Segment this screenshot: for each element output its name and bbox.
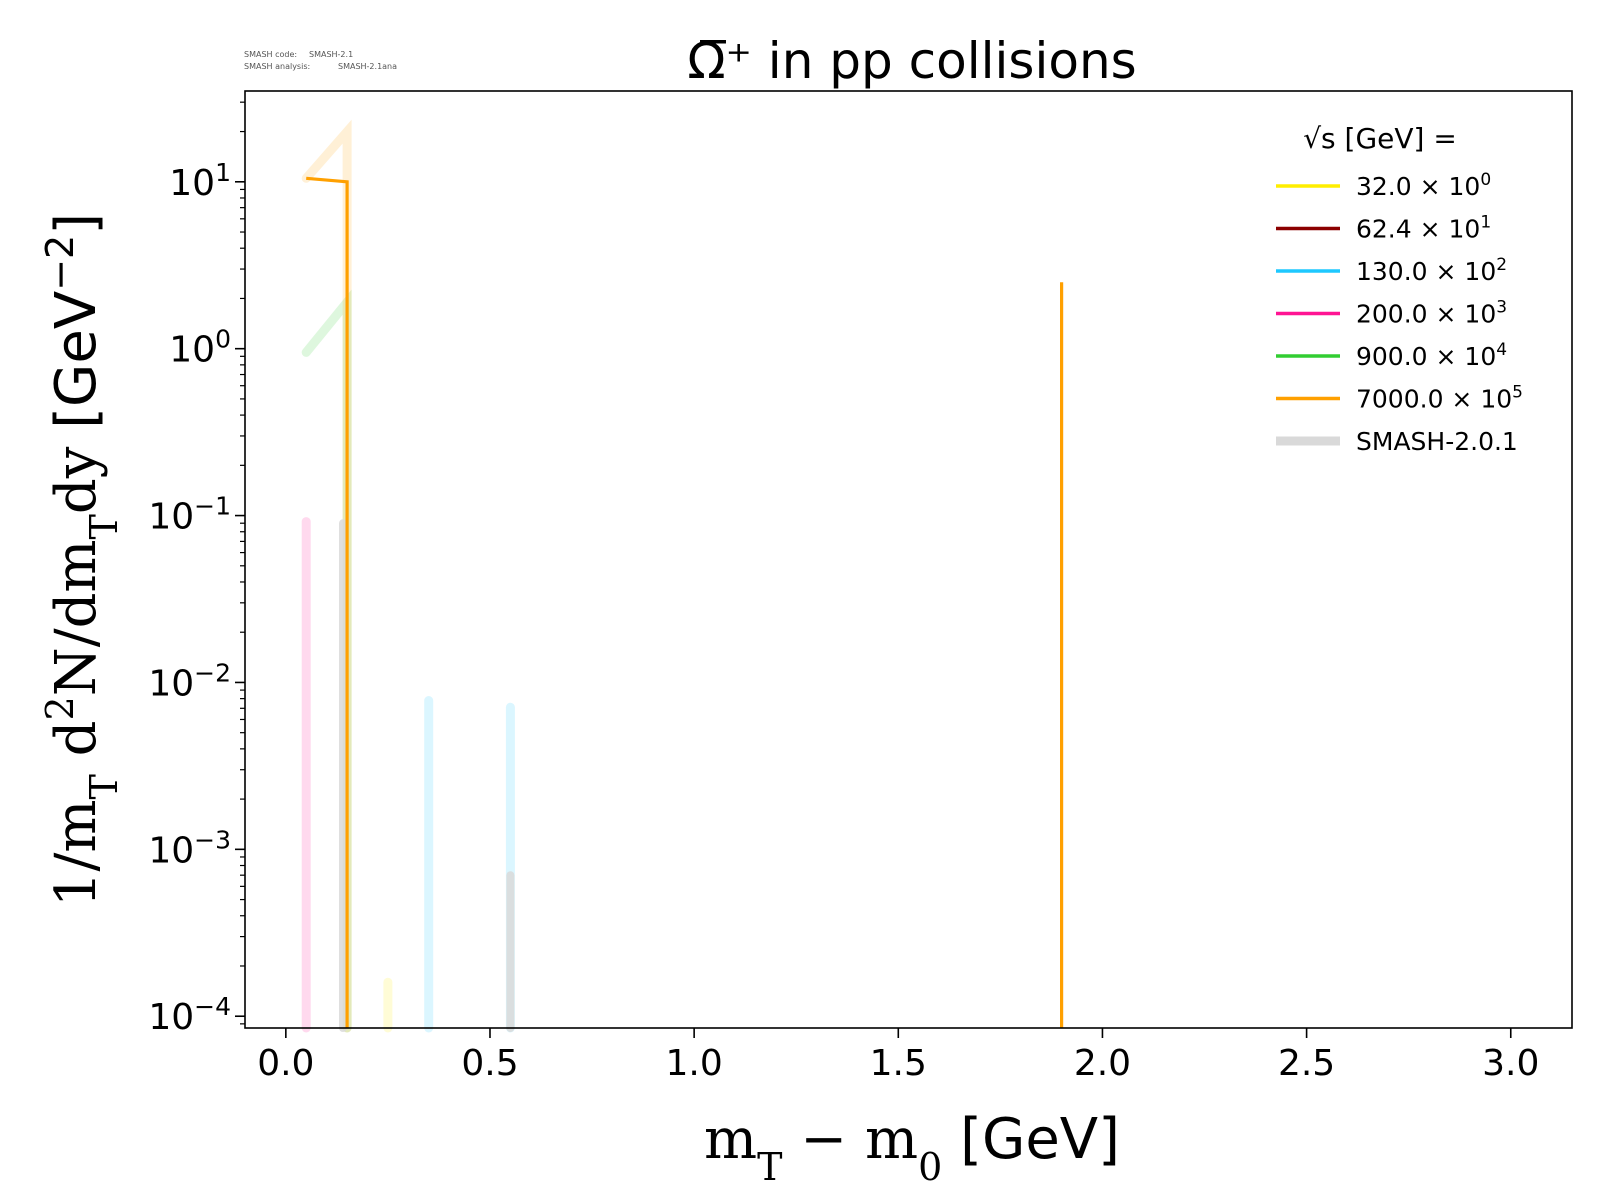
- x-axis-label: mT − m0 [GeV]: [704, 1107, 1120, 1189]
- y-axis-label: 1/mT d2N/dmTdy [GeV−2]: [38, 213, 126, 907]
- legend: √s [GeV] = 32.0 × 100 62.4 × 101 130.0 × 10…: [1276, 122, 1523, 456]
- y-tick-label: 10−4: [148, 992, 231, 1039]
- x-axis: 0.0 0.5 1.0 1.5 2.0 2.5 3.0: [257, 1028, 1539, 1084]
- x-tick-label: 0.0: [257, 1043, 314, 1084]
- watermark-analysis-value: SMASH-2.1ana: [338, 62, 397, 71]
- legend-label: 7000.0 × 105: [1356, 383, 1523, 414]
- legend-label: 130.0 × 102: [1356, 255, 1507, 286]
- x-tick-label: 3.0: [1482, 1043, 1539, 1084]
- x-tick-label: 2.5: [1278, 1043, 1335, 1084]
- svg-text:1/mT d2N/dmTdy [GeV−2]: 1/mT d2N/dmTdy [GeV−2]: [38, 213, 126, 907]
- watermark-code-value: SMASH-2.1: [309, 50, 353, 59]
- svg-text:mT − m0 [GeV]: mT − m0 [GeV]: [704, 1107, 1120, 1189]
- y-tick-label: 100: [169, 324, 231, 371]
- y-tick-label: 101: [169, 157, 231, 204]
- series-layer: [301, 119, 1064, 1033]
- watermark: SMASH code: SMASH-2.1 SMASH analysis: SM…: [244, 50, 397, 71]
- legend-title: √s [GeV] =: [1303, 122, 1457, 155]
- x-tick-label: 1.5: [870, 1043, 927, 1084]
- legend-label: 32.0 × 100: [1356, 170, 1491, 201]
- x-tick-label: 2.0: [1074, 1043, 1131, 1084]
- chart-title: Ω̅⁺ in pp collisions: [687, 32, 1136, 90]
- x-tick-label: 0.5: [461, 1043, 518, 1084]
- y-tick-label: 10−1: [148, 491, 231, 538]
- y-tick-label: 10−2: [148, 658, 231, 705]
- watermark-analysis-label: SMASH analysis:: [244, 62, 310, 71]
- legend-label: 900.0 × 104: [1356, 340, 1507, 371]
- plot-frame: [244, 90, 1573, 1029]
- series-line-6: [306, 176, 349, 1028]
- x-tick-label: 1.0: [666, 1043, 723, 1084]
- legend-label: SMASH-2.0.1: [1356, 427, 1518, 456]
- watermark-code-label: SMASH code:: [244, 50, 297, 59]
- y-tick-label: 10−3: [148, 825, 231, 872]
- legend-label: 200.0 × 103: [1356, 298, 1507, 329]
- y-axis: 10−4 10−3 10−2 10−1 100 101: [148, 101, 245, 1039]
- legend-label: 62.4 × 101: [1356, 213, 1491, 244]
